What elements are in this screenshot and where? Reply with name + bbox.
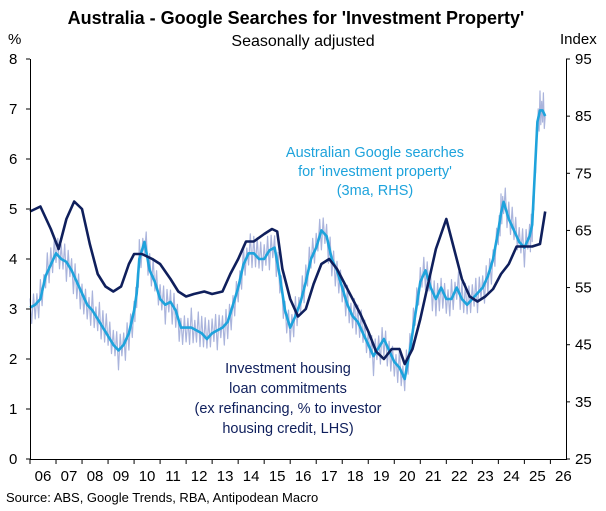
x-tick-label: 25 — [529, 468, 546, 485]
x-tick-label: 12 — [191, 468, 208, 485]
x-tick-label: 18 — [347, 468, 364, 485]
x-tick-label: 20 — [399, 468, 416, 485]
x-tick-label: 24 — [503, 468, 520, 485]
x-tick-label: 14 — [243, 468, 260, 485]
right-axis-ticks: 25 35 45 55 65 75 85 95 — [566, 51, 592, 468]
x-tick-label: 09 — [113, 468, 130, 485]
right-tick-label: 25 — [575, 451, 592, 468]
series-lines — [29, 90, 547, 392]
left-tick-label: 3 — [9, 301, 17, 318]
google-raw-line — [29, 90, 546, 392]
investment-loans-line — [29, 200, 547, 366]
x-tick-label: 22 — [451, 468, 468, 485]
x-tick-label: 07 — [61, 468, 78, 485]
x-tick-label: 19 — [373, 468, 390, 485]
left-axis-unit: % — [8, 31, 21, 48]
left-tick-label: 5 — [9, 201, 17, 218]
left-axis-ticks: 0 1 2 3 4 5 6 7 8 — [9, 51, 30, 468]
x-tick-label: 10 — [139, 468, 156, 485]
right-tick-label: 85 — [575, 108, 592, 125]
x-tick-label: 13 — [217, 468, 234, 485]
right-axis-unit: Index — [560, 31, 597, 48]
right-tick-label: 65 — [575, 222, 592, 239]
x-tick-label: 08 — [87, 468, 104, 485]
right-tick-label: 55 — [575, 280, 592, 297]
google-searches-line — [29, 109, 547, 381]
source-note: Source: ABS, Google Trends, RBA, Antipod… — [6, 490, 318, 505]
right-tick-label: 75 — [575, 165, 592, 182]
left-tick-label: 8 — [9, 51, 17, 68]
x-axis-ticks: 06 07 08 09 10 11 12 13 14 15 16 17 18 19 20 21 22 23 24 25… — [29, 459, 572, 485]
x-tick-label: 23 — [477, 468, 494, 485]
annotation-loans-line-4: housing credit, LHS) — [222, 421, 353, 437]
x-tick-label: 16 — [295, 468, 312, 485]
annotation-google-line-1: Australian Google searches — [286, 145, 464, 161]
x-tick-label: 15 — [269, 468, 286, 485]
left-tick-label: 2 — [9, 351, 17, 368]
left-tick-label: 4 — [9, 251, 17, 268]
annotation-loans-line-1: Investment housing — [225, 361, 351, 377]
chart-title: Australia - Google Searches for 'Investm… — [68, 8, 525, 28]
left-tick-label: 6 — [9, 151, 17, 168]
left-tick-label: 7 — [9, 101, 17, 118]
annotation-google-line-3: (3ma, RHS) — [337, 183, 414, 199]
annotation-loans-line-3: (ex refinancing, % to investor — [195, 401, 382, 417]
x-tick-label: 17 — [321, 468, 338, 485]
right-tick-label: 45 — [575, 337, 592, 354]
left-tick-label: 1 — [9, 401, 17, 418]
right-tick-label: 35 — [575, 394, 592, 411]
chart-subtitle: Seasonally adjusted — [231, 33, 374, 50]
annotation-google-searches: Australian Google searches for 'investme… — [286, 145, 464, 199]
annotation-loans-line-2: loan commitments — [229, 381, 347, 397]
x-tick-label: 21 — [425, 468, 442, 485]
annotation-investment-loans: Investment housing loan commitments (ex … — [195, 361, 382, 437]
x-tick-label: 26 — [555, 468, 572, 485]
x-tick-label: 06 — [35, 468, 52, 485]
right-tick-label: 95 — [575, 51, 592, 68]
annotation-google-line-2: for 'investment property' — [298, 164, 452, 180]
x-tick-label: 11 — [165, 468, 181, 485]
left-tick-label: 0 — [9, 451, 17, 468]
